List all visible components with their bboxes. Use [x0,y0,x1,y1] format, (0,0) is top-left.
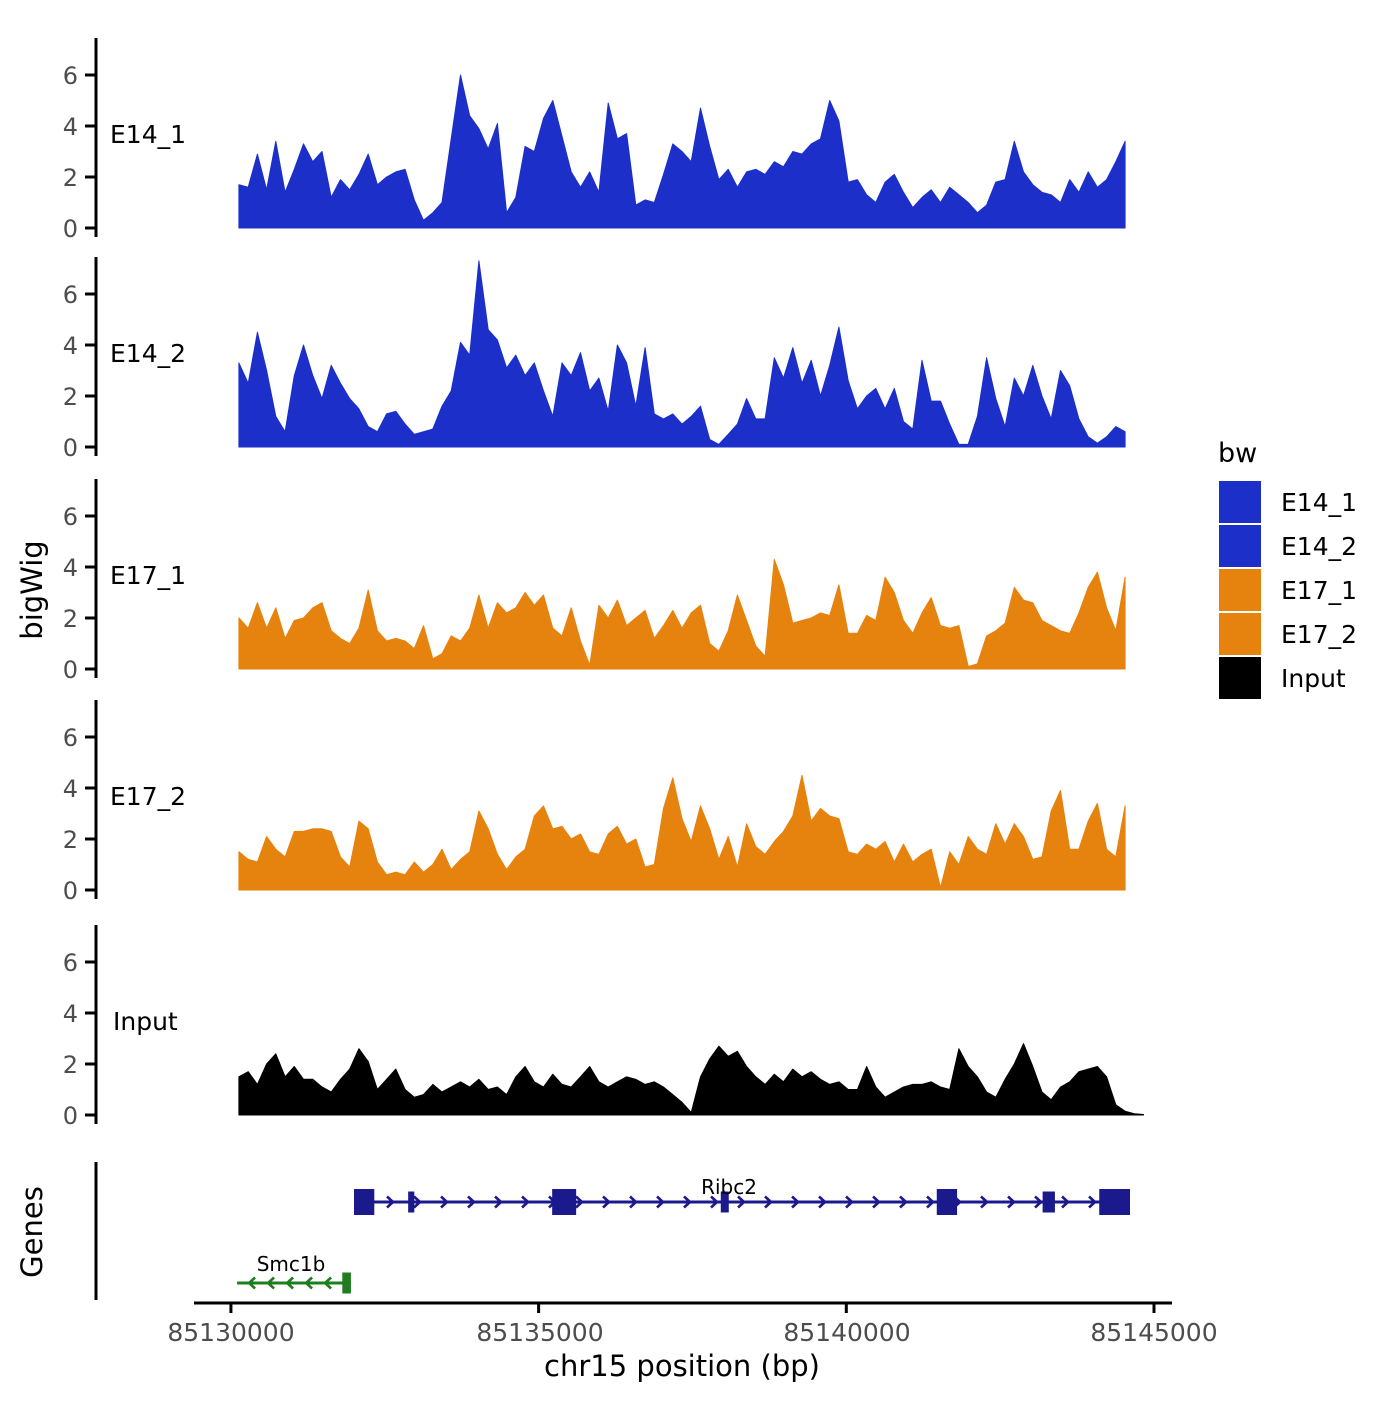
legend-label-input: Input [1281,664,1346,693]
axes-layer: 0 2 4 6 0 2 4 6 0 2 4 6 0 2 4 6 0 2 4 6 [63,38,1172,1313]
gene-exon-Ribc2 [720,1191,729,1213]
y-tick-label: 0 [63,215,78,243]
legend-label-e14-2: E14_2 [1281,532,1357,561]
strand-arrow-icon [629,1195,638,1209]
strand-arrow-icon [683,1195,692,1209]
strand-arrow-icon [899,1195,908,1209]
track-label-e14-1: E14_1 [110,120,186,149]
strand-arrow-icon [247,1276,256,1290]
y-tick-label: 2 [63,1051,78,1079]
y-tick-label: 4 [63,554,78,582]
gene-exon-Ribc2 [408,1191,415,1213]
strand-arrow-icon [323,1276,332,1290]
strand-arrow-icon [872,1195,881,1209]
gene-label-smc1b: Smc1b [257,1252,326,1276]
y-tick-label: 2 [63,383,78,411]
y-tick-label: 6 [63,724,78,752]
strand-arrow-icon [467,1195,476,1209]
track-label-e17-1: E17_1 [110,561,186,590]
coverage-area-E17_1 [238,558,1126,670]
genes-panel-title: Genes [15,1186,49,1278]
legend-swatch-e14-2 [1217,523,1263,569]
legend-swatch-e14-1 [1217,479,1263,525]
gene-models-layer [237,1189,1130,1294]
strand-arrow-icon [845,1195,854,1209]
y-tick-label: 4 [63,113,78,141]
y-tick-label: 6 [63,281,78,309]
strand-arrow-icon [737,1195,746,1209]
x-tick-label: 85140000 [783,1318,910,1347]
legend-label-e17-1: E17_1 [1281,576,1357,605]
strand-arrow-icon [1007,1195,1016,1209]
coverage-area-E17_2 [238,774,1126,891]
strand-arrow-icon [656,1195,665,1209]
legend-swatch-input [1217,655,1263,701]
x-tick-label: 85145000 [1090,1318,1217,1347]
strand-arrow-icon [602,1195,611,1209]
strand-arrow-icon [413,1195,422,1209]
legend: bw E14_1 E14_2 E17_1 E17_2 Input [1217,438,1357,701]
coverage-area-E14_1 [238,74,1126,229]
y-axis-title: bigWig [15,540,49,639]
strand-arrow-icon [980,1195,989,1209]
strand-arrow-icon [791,1195,800,1209]
y-tick-label: 2 [63,605,78,633]
coverage-area-Input [238,1043,1144,1116]
x-tick-label: 85130000 [167,1318,294,1347]
strand-arrow-icon [818,1195,827,1209]
strand-arrow-icon [266,1276,275,1290]
strand-arrow-icon [575,1195,584,1209]
strand-arrow-icon [386,1195,395,1209]
strand-arrow-icon [285,1276,294,1290]
y-tick-label: 4 [63,775,78,803]
gene-exon-Ribc2 [552,1189,577,1215]
coverage-areas-layer [238,74,1144,1116]
legend-swatch-e17-1 [1217,567,1263,613]
legend-label-e17-2: E17_2 [1281,620,1357,649]
y-tick-label: 0 [63,656,78,684]
strand-arrow-icon [1061,1195,1070,1209]
track-label-e17-2: E17_2 [110,782,186,811]
gene-exon-Ribc2 [1099,1189,1130,1215]
gene-exon-Smc1b [342,1272,351,1294]
legend-swatch-e17-2 [1217,611,1263,657]
legend-title: bw [1218,438,1257,469]
y-tick-label: 2 [63,164,78,192]
x-axis-title: chr15 position (bp) [544,1349,820,1383]
strand-arrow-icon [440,1195,449,1209]
y-tick-label: 6 [63,503,78,531]
strand-arrow-icon [1088,1195,1097,1209]
y-tick-label: 4 [63,332,78,360]
y-tick-label: 4 [63,1000,78,1028]
y-tick-label: 0 [63,877,78,905]
y-tick-label: 0 [63,434,78,462]
gene-exon-Ribc2 [354,1189,375,1215]
gene-exon-Ribc2 [1042,1191,1055,1213]
gene-label-ribc2: Ribc2 [701,1175,757,1199]
track-label-e14-2: E14_2 [110,339,186,368]
y-tick-label: 0 [63,1102,78,1130]
legend-label-e14-1: E14_1 [1281,488,1357,517]
strand-arrow-icon [764,1195,773,1209]
gene-exon-Ribc2 [936,1189,958,1215]
track-label-input: Input [113,1007,178,1036]
y-tick-label: 6 [63,62,78,90]
strand-arrow-icon [1034,1195,1043,1209]
coverage-area-E14_2 [238,260,1126,448]
y-tick-label: 6 [63,949,78,977]
strand-arrow-icon [521,1195,530,1209]
x-tick-label: 85135000 [476,1318,603,1347]
strand-arrow-icon [494,1195,503,1209]
y-tick-label: 2 [63,826,78,854]
strand-arrow-icon [304,1276,313,1290]
strand-arrow-icon [926,1195,935,1209]
strand-arrow-icon [710,1195,719,1209]
